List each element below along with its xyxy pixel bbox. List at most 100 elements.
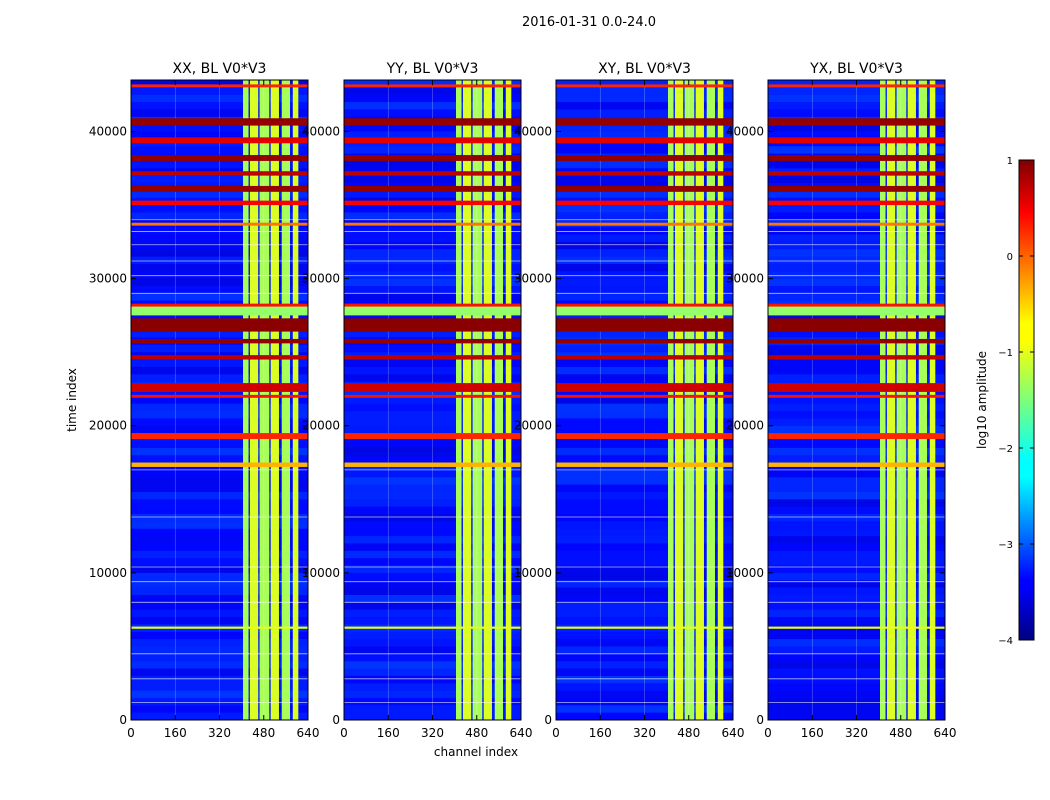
signal-band bbox=[674, 80, 684, 720]
signal-band bbox=[706, 80, 716, 720]
noise-row bbox=[556, 418, 733, 426]
noise-row bbox=[768, 102, 945, 110]
rfi-band bbox=[131, 462, 308, 467]
noise-row bbox=[768, 396, 945, 404]
noise-row bbox=[768, 543, 945, 551]
noise-row bbox=[344, 374, 521, 382]
noise-row bbox=[344, 528, 521, 537]
noise-row bbox=[556, 514, 733, 522]
noise-row bbox=[131, 263, 308, 272]
rfi-band bbox=[344, 185, 521, 192]
noise-row bbox=[344, 271, 521, 279]
noise-row bbox=[768, 175, 945, 183]
noise-row bbox=[131, 87, 308, 95]
noise-row bbox=[556, 102, 733, 110]
y-tick-label: 40000 bbox=[89, 124, 127, 138]
noise-row bbox=[344, 227, 521, 235]
noise-row bbox=[556, 543, 733, 551]
y-tick-label: 40000 bbox=[726, 124, 764, 138]
noise-row bbox=[556, 609, 733, 618]
noise-row bbox=[344, 646, 521, 654]
noise-row bbox=[768, 330, 945, 338]
noise-row bbox=[768, 550, 945, 559]
noise-row bbox=[131, 536, 308, 544]
noise-row bbox=[344, 543, 521, 551]
panel-xy: XY, BL V0*V3 0 160 320 480 640 0 10000 20000 3000… bbox=[514, 61, 745, 740]
colorbar-tick-label: −1 bbox=[998, 348, 1013, 359]
noise-row bbox=[344, 550, 521, 559]
noise-row bbox=[344, 160, 521, 169]
rfi-band bbox=[556, 318, 733, 332]
rfi-band bbox=[556, 306, 733, 316]
noise-row bbox=[344, 477, 521, 485]
noise-row bbox=[556, 653, 733, 662]
noise-row bbox=[131, 631, 308, 640]
rfi-band bbox=[131, 394, 308, 398]
noise-row bbox=[131, 374, 308, 382]
noise-row bbox=[768, 271, 945, 279]
noise-row bbox=[768, 124, 945, 132]
noise-row bbox=[131, 403, 308, 412]
noise-row bbox=[344, 631, 521, 640]
noise-row bbox=[768, 697, 945, 706]
noise-row bbox=[131, 705, 308, 713]
noise-row bbox=[131, 594, 308, 603]
rfi-band bbox=[768, 303, 945, 309]
x-tick-label: 320 bbox=[633, 726, 656, 740]
noise-row bbox=[344, 594, 521, 603]
noise-row bbox=[344, 146, 521, 154]
noise-row bbox=[768, 514, 945, 522]
noise-row bbox=[556, 565, 733, 573]
rfi-band bbox=[131, 171, 308, 176]
noise-row bbox=[556, 484, 733, 492]
noise-row bbox=[131, 477, 308, 485]
noise-row bbox=[131, 469, 308, 478]
noise-row bbox=[131, 550, 308, 559]
rfi-band bbox=[556, 394, 733, 398]
noise-row bbox=[131, 94, 308, 103]
noise-row bbox=[344, 388, 521, 397]
noise-row bbox=[131, 205, 308, 213]
rfi-band bbox=[131, 222, 308, 226]
noise-row bbox=[344, 705, 521, 713]
noise-row bbox=[556, 668, 733, 676]
noise-row bbox=[131, 131, 308, 139]
noise-row bbox=[344, 124, 521, 132]
colorbar-tick-label: 0 bbox=[1007, 252, 1013, 263]
signal-band bbox=[243, 80, 249, 720]
noise-row bbox=[768, 521, 945, 529]
noise-row bbox=[344, 330, 521, 338]
noise-row bbox=[768, 491, 945, 500]
rfi-band bbox=[768, 355, 945, 360]
signal-band bbox=[462, 80, 472, 720]
noise-row bbox=[768, 587, 945, 595]
noise-row bbox=[131, 514, 308, 522]
rfi-band bbox=[131, 155, 308, 161]
signal-band bbox=[259, 80, 270, 720]
rfi-band bbox=[131, 137, 308, 144]
noise-row bbox=[131, 690, 308, 698]
noise-row bbox=[556, 131, 733, 139]
noise-row bbox=[344, 506, 521, 515]
noise-row bbox=[556, 580, 733, 588]
rfi-band bbox=[556, 171, 733, 176]
y-tick-label: 10000 bbox=[514, 566, 552, 580]
noise-row bbox=[556, 160, 733, 169]
noise-row bbox=[131, 697, 308, 706]
noise-row bbox=[768, 278, 945, 286]
noise-row bbox=[556, 249, 733, 257]
noise-row bbox=[131, 668, 308, 676]
noise-row bbox=[131, 175, 308, 183]
noise-row bbox=[556, 205, 733, 213]
colorbar-tick-label: −4 bbox=[998, 636, 1013, 647]
noise-row bbox=[556, 403, 733, 412]
rfi-band bbox=[556, 200, 733, 206]
y-tick-label: 0 bbox=[544, 713, 552, 727]
rfi-band bbox=[344, 303, 521, 309]
noise-row bbox=[768, 344, 945, 353]
noise-row bbox=[556, 602, 733, 610]
y-tick-label: 30000 bbox=[514, 272, 552, 286]
noise-row bbox=[768, 558, 945, 566]
noise-row bbox=[768, 263, 945, 272]
